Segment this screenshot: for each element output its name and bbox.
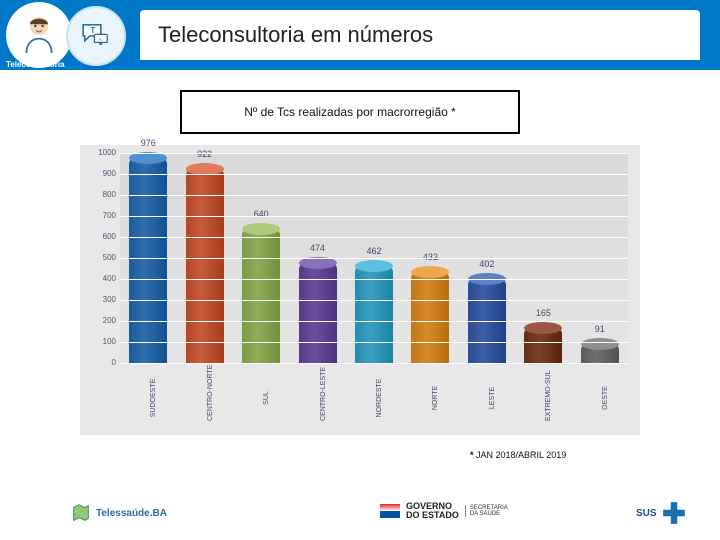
grid-line <box>120 216 628 217</box>
svg-text:T: T <box>90 26 95 35</box>
bar-cap <box>411 266 449 278</box>
logo-sus: SUS <box>636 500 687 526</box>
bar: 91 <box>581 344 619 363</box>
grid-line <box>120 237 628 238</box>
x-axis: SUDOESTE CENTRO-NORTE SUL CENTRO-LESTE NORDE… <box>120 367 628 427</box>
header-title-container: Teleconsultoria em números <box>140 10 700 60</box>
slide-body: Nº de Tcs realizadas por macrorregião * … <box>0 70 720 500</box>
slide: T A Teleconsultoria Teleconsultoria em n… <box>0 0 720 540</box>
sus-cross-icon <box>661 500 687 526</box>
logo-telessaude-text: Telessaúde.BA <box>96 508 167 519</box>
bar: 922 <box>186 169 224 363</box>
y-tick-label: 1000 <box>80 148 116 157</box>
chart-title: Nº de Tcs realizadas por macrorregião * <box>244 105 456 119</box>
y-axis: 01002003004005006007008009001000 <box>80 153 118 363</box>
x-tick-label: SUL <box>263 375 270 421</box>
bar: 462 <box>355 266 393 363</box>
chat-monitor-icon: T A <box>80 20 112 52</box>
logo-sus-text: SUS <box>636 508 657 519</box>
grid-line <box>120 153 628 154</box>
grid-line <box>120 363 628 364</box>
x-tick-label: SUDOESTE <box>150 375 157 421</box>
x-tick-label: NORTE <box>432 375 439 421</box>
map-ba-icon <box>70 502 92 524</box>
x-tick-label: LESTE <box>489 375 496 421</box>
bar-value-label: 922 <box>182 149 228 159</box>
footnote: * JAN 2018/ABRIL 2019 <box>470 450 566 460</box>
bar-value-label: 474 <box>295 243 341 253</box>
grid-line <box>120 174 628 175</box>
y-tick-label: 0 <box>80 358 116 367</box>
x-tick-label: EXTREMO-SUL <box>545 375 552 421</box>
bar-value-label: 91 <box>577 324 623 334</box>
footer: Telessaúde.BA GOVERNO DO ESTADO SECRETAR… <box>0 500 720 540</box>
bar-cap <box>355 260 393 272</box>
logo-governo: GOVERNO DO ESTADO SECRETARIA DA SAÚDE <box>380 502 508 520</box>
bar-cap <box>524 322 562 334</box>
y-tick-label: 700 <box>80 211 116 220</box>
y-tick-label: 500 <box>80 253 116 262</box>
page-title: Teleconsultoria em números <box>158 22 433 48</box>
y-tick-label: 300 <box>80 295 116 304</box>
logo-telessaude: Telessaúde.BA <box>70 502 167 524</box>
y-tick-label: 600 <box>80 232 116 241</box>
footnote-text: JAN 2018/ABRIL 2019 <box>476 450 566 460</box>
grid-line <box>120 300 628 301</box>
avatar-caption: Teleconsultoria <box>6 60 65 69</box>
gov-line2: DO ESTADO <box>406 511 459 520</box>
bar-cap <box>581 338 619 350</box>
bar-cap <box>242 223 280 235</box>
doctor-icon <box>12 8 66 62</box>
sec-line2: DA SAÚDE <box>465 511 508 517</box>
teleconsult-bubble-icon: T A <box>66 6 126 66</box>
bar-chart: 0 100 200 300 400 500 600 700 800 900 1000 976 922 6… <box>80 145 640 435</box>
grid-line <box>120 342 628 343</box>
grid-line <box>120 195 628 196</box>
y-tick-label: 100 <box>80 337 116 346</box>
x-tick-label: NORDESTE <box>376 375 383 421</box>
y-tick-label: 400 <box>80 274 116 283</box>
flag-ba-icon <box>380 504 400 518</box>
y-tick-label: 900 <box>80 169 116 178</box>
bar-value-label: 640 <box>238 209 284 219</box>
x-tick-label: CENTRO-NORTE <box>207 375 214 421</box>
x-tick-label: CENTRO-LESTE <box>320 375 327 421</box>
bar-cap <box>299 257 337 269</box>
x-tick-label: OESTE <box>602 375 609 421</box>
bar: 432 <box>411 272 449 363</box>
footnote-marker: * <box>470 450 474 460</box>
bar-value-label: 462 <box>351 246 397 256</box>
grid-line <box>120 279 628 280</box>
bar: 976 <box>129 158 167 363</box>
grid-line <box>120 321 628 322</box>
y-tick-label: 200 <box>80 316 116 325</box>
bar-value-label: 976 <box>125 138 171 148</box>
y-tick-label: 800 <box>80 190 116 199</box>
grid-line <box>120 258 628 259</box>
bar-value-label: 165 <box>520 308 566 318</box>
avatar-doctor <box>6 2 72 68</box>
bar-value-label: 402 <box>464 259 510 269</box>
bar: 165 <box>524 328 562 363</box>
chart-title-box: Nº de Tcs realizadas por macrorregião * <box>180 90 520 134</box>
